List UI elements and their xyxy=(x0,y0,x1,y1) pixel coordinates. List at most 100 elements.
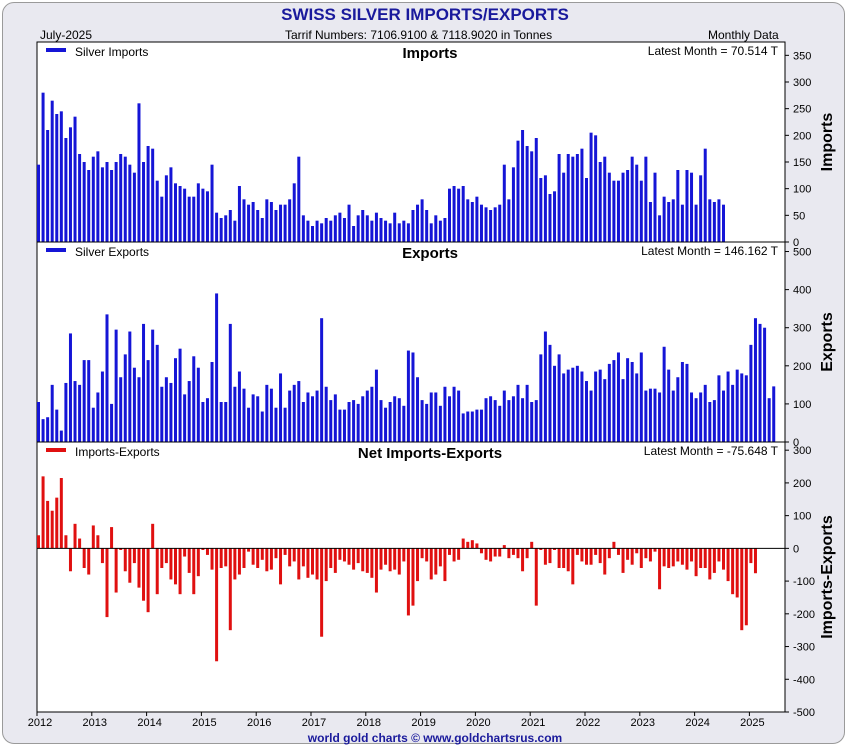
exports-bar xyxy=(662,346,666,442)
net-bar xyxy=(612,541,616,549)
exports-bar xyxy=(187,381,191,442)
net-bar xyxy=(110,527,114,549)
net-bar xyxy=(320,548,324,637)
exports-bar xyxy=(384,407,388,442)
imports-y-axis-label: Imports xyxy=(819,113,836,172)
exports-bar xyxy=(205,398,209,442)
imports-bar xyxy=(648,202,652,242)
imports-bar xyxy=(498,204,502,242)
exports-bar xyxy=(639,352,643,442)
net-panel-title: Net Imports-Exports xyxy=(358,445,502,462)
net-bar xyxy=(82,548,86,568)
imports-bar xyxy=(82,162,86,242)
exports-bar xyxy=(114,329,118,442)
net-bar xyxy=(603,548,607,575)
imports-bar xyxy=(215,212,219,242)
imports-bar xyxy=(525,146,529,242)
net-bar xyxy=(703,548,707,568)
exports-bar xyxy=(388,402,392,442)
x-tick-label: 2017 xyxy=(302,717,326,729)
imports-bar xyxy=(269,202,273,242)
imports-bar xyxy=(288,199,292,242)
net-bar xyxy=(233,548,237,580)
net-bar xyxy=(128,548,132,583)
x-tick-label: 2012 xyxy=(28,717,52,729)
exports-bar xyxy=(105,314,109,442)
imports-bar xyxy=(530,151,534,242)
imports-y-tick-label: 200 xyxy=(793,130,811,142)
exports-bar xyxy=(722,390,725,442)
imports-bar xyxy=(297,156,301,242)
net-bar xyxy=(388,548,392,572)
imports-bar xyxy=(699,175,703,242)
net-bar xyxy=(315,548,319,580)
imports-bar xyxy=(55,114,59,242)
imports-bar xyxy=(507,199,511,242)
imports-bar xyxy=(192,196,196,242)
imports-bar xyxy=(247,204,251,242)
net-bar xyxy=(475,543,479,549)
imports-bar xyxy=(452,186,456,242)
imports-y-tick-label: 150 xyxy=(793,157,811,169)
net-bar xyxy=(498,548,502,557)
exports-bar xyxy=(64,382,68,442)
exports-bar xyxy=(644,390,648,442)
imports-bar xyxy=(311,226,314,242)
exports-bar xyxy=(333,394,337,442)
net-bar xyxy=(543,548,547,565)
imports-panel-title: Imports xyxy=(402,45,457,62)
imports-bar xyxy=(41,92,45,242)
net-bar xyxy=(146,548,150,613)
net-bar xyxy=(64,535,68,549)
exports-bar xyxy=(452,386,456,442)
imports-bar xyxy=(534,138,538,242)
net-bar xyxy=(744,548,748,626)
exports-bar xyxy=(612,360,616,442)
net-bar xyxy=(174,548,177,585)
exports-bar xyxy=(753,318,757,442)
imports-bar xyxy=(260,218,264,242)
x-tick-label: 2015 xyxy=(192,717,216,729)
chart-title: SWISS SILVER IMPORTS/EXPORTS xyxy=(281,5,569,24)
exports-bar xyxy=(215,293,219,442)
imports-bar xyxy=(539,178,543,242)
net-bar xyxy=(626,548,630,560)
exports-y-tick-label: 100 xyxy=(793,399,811,411)
exports-bar xyxy=(237,371,241,442)
exports-bar xyxy=(502,390,506,442)
exports-bar xyxy=(274,407,278,442)
exports-bar xyxy=(142,323,146,442)
exports-bar xyxy=(50,384,54,442)
imports-bar xyxy=(388,223,392,242)
net-bar xyxy=(329,548,333,568)
imports-bar xyxy=(329,220,333,242)
imports-bar xyxy=(292,183,296,242)
net-bar xyxy=(539,548,543,550)
net-bar xyxy=(740,548,744,631)
net-bar xyxy=(470,540,474,549)
imports-bar xyxy=(397,223,401,242)
net-bar xyxy=(393,548,397,570)
net-bar xyxy=(356,548,360,564)
exports-bar xyxy=(324,386,328,442)
imports-bar xyxy=(644,156,648,242)
exports-bar xyxy=(374,369,378,442)
exports-bar xyxy=(489,396,493,442)
net-bar xyxy=(78,538,82,549)
net-bar xyxy=(59,478,63,549)
imports-bar xyxy=(521,130,525,242)
imports-bar xyxy=(320,223,324,242)
imports-bar xyxy=(598,162,602,242)
net-bar xyxy=(457,548,461,560)
exports-bar xyxy=(557,354,561,442)
net-bar xyxy=(91,525,95,549)
imports-y-tick-label: 300 xyxy=(793,77,811,89)
exports-bar xyxy=(658,392,662,442)
exports-bar xyxy=(425,403,429,442)
x-tick-label: 2019 xyxy=(411,717,435,729)
net-bar xyxy=(699,548,703,568)
net-bar xyxy=(712,548,716,573)
imports-bar xyxy=(37,164,40,242)
exports-bar xyxy=(717,375,721,442)
net-bar xyxy=(434,548,438,575)
